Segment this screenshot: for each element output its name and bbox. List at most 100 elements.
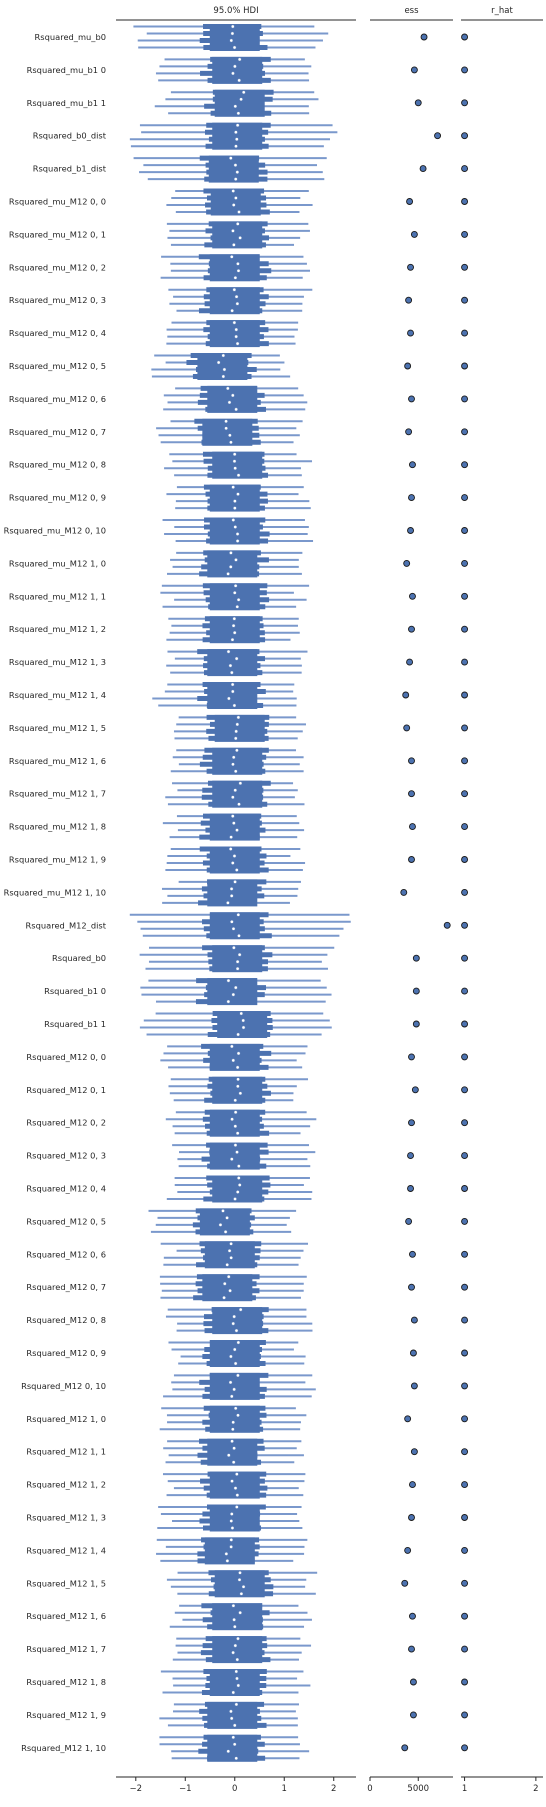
x-tick-label-1-0: 0: [367, 1784, 372, 1794]
row-label: Rsquared_mu_M12 1, 9: [9, 855, 106, 865]
median-point: [239, 97, 243, 102]
median-point: [233, 1406, 238, 1411]
central-block: [209, 813, 260, 841]
median-point: [235, 868, 239, 872]
median-point: [225, 1216, 229, 1220]
median-point: [235, 137, 239, 141]
rhat-point: [461, 1744, 469, 1752]
row-label: Rsquared_M12 1, 5: [26, 1578, 106, 1588]
median-point: [231, 992, 236, 997]
median-point: [229, 894, 234, 898]
rhat-point: [461, 165, 469, 173]
median-point: [236, 1176, 241, 1180]
median-point: [233, 177, 238, 181]
median-point: [231, 1420, 235, 1425]
central-block: [207, 1734, 258, 1762]
ess-point: [414, 99, 422, 107]
median-point: [232, 821, 236, 825]
central-block: [207, 550, 258, 578]
row-forest-marks: [162, 517, 314, 545]
central-block: [212, 56, 263, 84]
row-label: Rsquared_mu_M12 1, 4: [9, 690, 106, 700]
median-point: [223, 1230, 228, 1234]
ess-point: [412, 1020, 420, 1028]
central-block: [212, 780, 263, 808]
central-block: [214, 714, 265, 742]
median-point: [235, 532, 240, 536]
central-block: [207, 978, 258, 1006]
central-block: [204, 1241, 255, 1269]
median-point: [233, 1110, 238, 1114]
median-point: [222, 1281, 227, 1286]
central-block: [209, 1109, 260, 1137]
median-point: [229, 1545, 233, 1549]
row-label: Rsquared_M12 0, 0: [26, 1052, 106, 1062]
median-point: [235, 966, 240, 971]
panel-title-0: 95.0% HDI: [213, 6, 258, 16]
row-label: Rsquared_mu_M12 0, 7: [9, 427, 106, 437]
row-label: Rsquared_mu_M12 1, 7: [9, 789, 106, 799]
median-point: [231, 485, 235, 489]
central-block: [212, 747, 263, 775]
row-forest-marks: [166, 484, 311, 512]
median-point: [231, 189, 236, 193]
central-block: [212, 1603, 263, 1631]
median-point: [232, 45, 237, 50]
row-label: Rsquared_M12 1, 1: [26, 1447, 106, 1457]
ess-point: [404, 1415, 412, 1423]
row-forest-marks: [166, 649, 308, 677]
median-point: [231, 1460, 236, 1464]
median-point: [241, 1025, 246, 1030]
row-forest-marks: [159, 1701, 299, 1729]
row-label: Rsquared_b0: [52, 953, 106, 963]
median-point: [236, 268, 241, 273]
median-point: [235, 605, 240, 609]
median-point: [228, 1288, 232, 1293]
row-forest-marks: [172, 1142, 316, 1170]
rhat-point: [461, 461, 469, 469]
median-point: [226, 901, 230, 905]
rhat-point: [461, 592, 469, 600]
rhat-point: [461, 1546, 469, 1554]
row-forest-marks: [151, 353, 291, 380]
median-point: [229, 551, 233, 555]
ess-point: [403, 724, 411, 732]
median-point: [221, 374, 226, 379]
ess-point: [408, 494, 415, 502]
median-point: [235, 222, 240, 226]
row-label: Rsquared_b1 1: [44, 1019, 106, 1029]
median-point: [235, 1505, 239, 1509]
median-point: [224, 1552, 229, 1556]
median-point: [233, 64, 237, 69]
ess-point: [406, 198, 414, 205]
central-block: [210, 188, 261, 216]
median-point: [234, 985, 238, 990]
rhat-point: [461, 362, 469, 370]
median-point: [234, 558, 238, 562]
median-point: [233, 769, 238, 774]
central-block: [207, 1701, 258, 1729]
central-block: [209, 1405, 260, 1433]
median-point: [218, 1223, 223, 1227]
row-forest-marks: [168, 287, 313, 315]
ess-point: [408, 1053, 415, 1061]
rhat-point: [461, 987, 469, 995]
median-point: [230, 814, 235, 818]
median-point: [230, 670, 234, 675]
row-label: Rsquared_M12 0, 10: [21, 1381, 106, 1391]
median-point: [229, 835, 233, 839]
row-label: Rsquared_M12 1, 8: [26, 1677, 106, 1687]
median-point: [234, 196, 238, 200]
median-point: [234, 1328, 239, 1333]
row-label: Rsquared_M12 0, 6: [26, 1249, 106, 1259]
row-label: Rsquared_M12 1, 4: [26, 1545, 106, 1555]
row-label: Rsquared_M12 1, 6: [26, 1611, 106, 1621]
median-point: [216, 360, 221, 365]
row-forest-marks: [160, 583, 310, 611]
ess-point: [407, 1185, 414, 1192]
rhat-point: [461, 230, 469, 238]
median-point: [239, 1592, 244, 1596]
panel-title-2: r_hat: [491, 6, 513, 16]
median-point: [236, 715, 241, 720]
ess-point: [401, 1579, 409, 1587]
